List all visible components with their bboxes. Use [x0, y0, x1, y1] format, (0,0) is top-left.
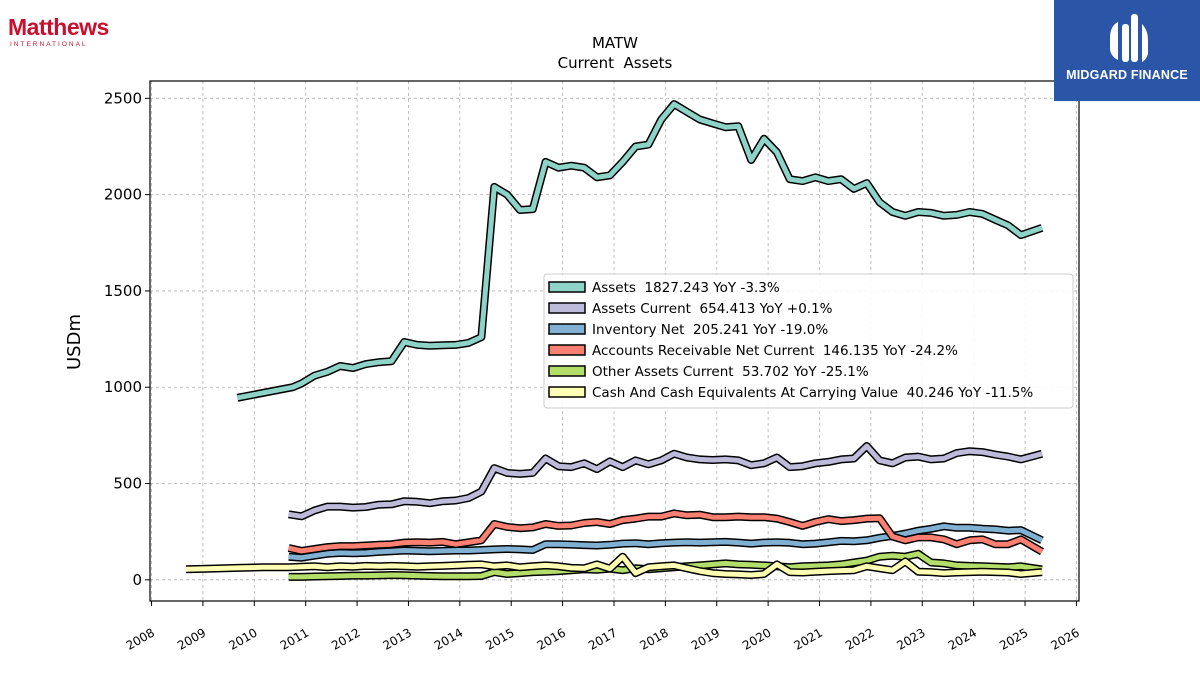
- legend: Assets 1827.243 YoY -3.3% Assets Current …: [543, 273, 1074, 409]
- legend-label: Assets Current 654.413 YoY +0.1%: [592, 301, 833, 317]
- x-tick-label: 2008: [124, 625, 157, 652]
- legend-swatch: [548, 386, 586, 398]
- x-tick-label: 2024: [946, 625, 979, 652]
- plot-area-frame: [149, 80, 1080, 602]
- y-tick-label: 0: [132, 571, 142, 589]
- x-tick-label: 2025: [997, 625, 1030, 652]
- x-tick-label: 2023: [894, 625, 927, 652]
- legend-box: [543, 273, 1074, 409]
- y-tick-label: 2000: [104, 186, 142, 204]
- legend-swatch: [548, 365, 586, 377]
- matthews-logo-sub: INTERNATIONAL: [10, 41, 88, 48]
- x-tick-label: 2022: [843, 625, 876, 652]
- legend-swatch: [548, 281, 586, 293]
- y-axis-label: USDm: [64, 314, 85, 370]
- series-line: [288, 510, 1044, 554]
- series-line: [288, 443, 1043, 519]
- x-tick-label: 2026: [1048, 625, 1081, 652]
- series-1: [288, 442, 1044, 521]
- matthews-logo: Matthews INTERNATIONAL: [8, 14, 118, 54]
- x-tick-label: 2015: [483, 625, 516, 652]
- legend-label: Accounts Receivable Net Current 146.135 …: [592, 343, 958, 359]
- x-tick-label: 2012: [329, 625, 362, 652]
- series-line: [185, 554, 1043, 578]
- series-0: [236, 100, 1044, 402]
- midgard-logo-name: MIDGARD FINANCE: [1066, 68, 1188, 82]
- chart-title: MATW: [592, 34, 638, 52]
- series-line: [236, 101, 1043, 401]
- x-tick-label: 2009: [175, 625, 208, 652]
- y-tick-label: 1000: [104, 378, 142, 396]
- x-tick-label: 2011: [278, 625, 311, 652]
- legend-swatch: [548, 344, 586, 356]
- x-tick-label: 2010: [226, 625, 259, 652]
- legend-label: Assets 1827.243 YoY -3.3%: [592, 280, 780, 296]
- chart-subtitle: Current Assets: [558, 54, 673, 72]
- x-tick-label: 2016: [535, 625, 568, 652]
- series-line: [288, 523, 1044, 561]
- series-2: [288, 522, 1044, 562]
- y-tick-label: 500: [113, 475, 142, 493]
- midgard-mark-icon: [1110, 14, 1148, 62]
- x-tick-label: 2017: [586, 625, 619, 652]
- legend-label: Other Assets Current 53.702 YoY -25.1%: [592, 364, 869, 380]
- legend-swatch: [548, 323, 586, 335]
- legend-label: Cash And Cash Equivalents At Carrying Va…: [592, 385, 1033, 401]
- x-tick-label: 2019: [689, 625, 722, 652]
- series-lines: [185, 100, 1045, 581]
- x-tick-label: 2021: [792, 625, 825, 652]
- midgard-finance-logo: MIDGARD FINANCE: [1054, 0, 1200, 101]
- legend-label: Inventory Net 205.241 YoY -19.0%: [592, 322, 828, 338]
- x-tick-label: 2020: [740, 625, 773, 652]
- matthews-logo-name: Matthews: [8, 14, 109, 40]
- series-5: [185, 552, 1043, 579]
- x-tick-label: 2018: [637, 625, 670, 652]
- legend-swatch: [548, 302, 586, 314]
- y-tick-label: 2500: [104, 89, 142, 107]
- x-tick-label: 2014: [432, 625, 465, 652]
- y-tick-label: 1500: [104, 282, 142, 300]
- series-3: [287, 509, 1045, 556]
- x-tick-label: 2013: [381, 625, 414, 652]
